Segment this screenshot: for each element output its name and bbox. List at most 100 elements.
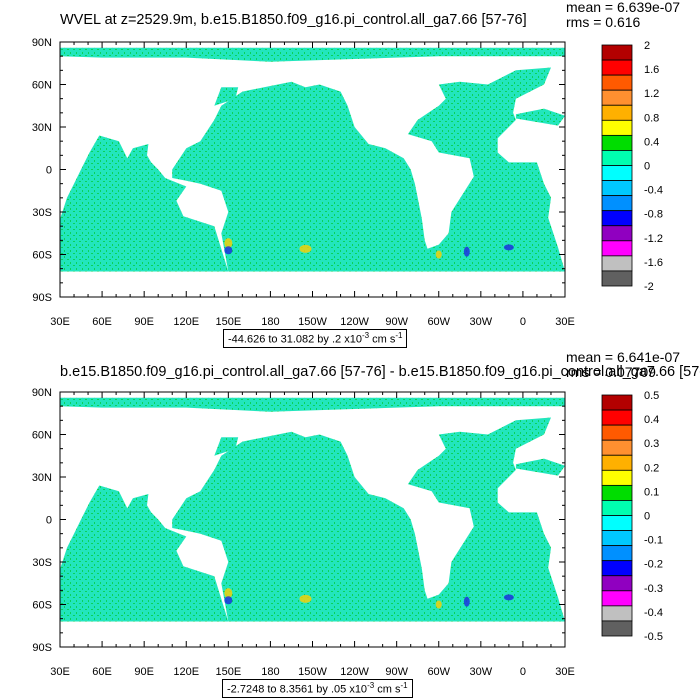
panel1-ytick-label: 30S bbox=[32, 207, 52, 219]
panel1-colorbar-box bbox=[601, 44, 633, 61]
panel2-colorbar-box bbox=[601, 469, 633, 486]
panel1-anomaly-1 bbox=[224, 246, 233, 255]
panel2-ocean-field bbox=[60, 397, 565, 622]
panel2-colorbar-label: -0.2 bbox=[644, 559, 663, 571]
panel1-colorbar-label: -0.8 bbox=[644, 209, 663, 221]
panel1-colorbar-box bbox=[601, 89, 633, 106]
panel2-xtick-label: 90E bbox=[134, 666, 154, 678]
panel1-xtick-label: 120E bbox=[173, 316, 199, 328]
panel2-colorbar-label: 0 bbox=[644, 511, 650, 523]
panel1-ytick-label: 0 bbox=[46, 165, 52, 177]
panel1-range-unit: cm s bbox=[369, 333, 396, 346]
panel1-colorbar-box bbox=[601, 165, 633, 181]
panel2-colorbar-label: -0.1 bbox=[644, 535, 663, 547]
panel2-xtick-label: 150E bbox=[215, 666, 241, 678]
panel1-anomaly-5 bbox=[503, 244, 514, 251]
panel2-colorbar-box bbox=[601, 545, 633, 562]
panel2-okhotsk-sea bbox=[214, 437, 239, 456]
panel1-range-unit-exp: -1 bbox=[395, 331, 403, 340]
panel2-mean: mean = 6.641e-07 bbox=[566, 349, 681, 365]
panel1-anomaly-0 bbox=[224, 238, 233, 249]
panel1-range-text: -44.626 to 31.082 by .2 x10 bbox=[228, 333, 362, 346]
panel2-ytick-label: 60N bbox=[32, 430, 52, 442]
panel1-colorbar-box bbox=[601, 270, 633, 287]
panel1-ytick-label: 90N bbox=[32, 37, 52, 49]
panel2-anomaly-0 bbox=[224, 588, 233, 599]
panel2-xtick-label: 90W bbox=[385, 666, 408, 678]
panel2-anomaly-3 bbox=[463, 596, 470, 607]
panel2-xtick-label: 180 bbox=[261, 666, 279, 678]
panel1-anomaly-4 bbox=[435, 250, 442, 259]
panel2-arctic-ocean bbox=[60, 397, 565, 412]
panel1-mediterranean bbox=[515, 108, 565, 126]
panel1-colorbar-label: 0 bbox=[644, 161, 650, 173]
panel1-anomaly-3 bbox=[463, 246, 470, 257]
panel1-colorbar-box bbox=[601, 59, 633, 76]
panel2-colorbar-box bbox=[601, 605, 633, 622]
panel1-ytick-label: 60N bbox=[32, 80, 52, 92]
panel2-colorbar-label: 0.1 bbox=[644, 486, 659, 498]
panel1-xtick-label: 180 bbox=[261, 316, 279, 328]
panel1-colorbar-label: -1.6 bbox=[644, 257, 663, 269]
panel2-colorbar-box bbox=[601, 560, 633, 577]
panel2-xtick-label: 0 bbox=[520, 666, 526, 678]
panel2-anomaly-1 bbox=[224, 596, 233, 605]
panel2-colorbar-box bbox=[601, 454, 633, 471]
panel1-colorbar-box bbox=[601, 74, 633, 91]
panel1-colorbar-label: -2 bbox=[644, 281, 654, 293]
panel1-xtick-label: 30W bbox=[470, 316, 493, 328]
panel2-xtick-label: 120E bbox=[173, 666, 199, 678]
panel2-range-unit-exp: -1 bbox=[400, 681, 408, 690]
panel2-colorbar-label: 0.5 bbox=[644, 390, 659, 402]
panel2-anomaly-4 bbox=[435, 600, 442, 609]
panel1-colorbar-label: 0.4 bbox=[644, 136, 659, 148]
panel2-pacific-atlantic bbox=[172, 417, 565, 622]
panel2-ytick-label: 0 bbox=[46, 515, 52, 527]
panel2-range-text: -2.7248 to 8.3561 by .05 x10 bbox=[227, 683, 368, 696]
panel1-colorbar-label: 0.8 bbox=[644, 112, 659, 124]
panel1-ytick-label: 60S bbox=[32, 250, 52, 262]
panel2-colorbar-box bbox=[601, 394, 633, 411]
panel2-colorbar-box bbox=[601, 439, 633, 456]
panel2-title: b.e15.B1850.f09_g16.pi_control.all_ga7.6… bbox=[60, 364, 700, 380]
panel2-ytick-label: 90N bbox=[32, 387, 52, 399]
panel1-xtick-label: 60W bbox=[427, 316, 450, 328]
panel2-colorbar-label: 0.3 bbox=[644, 438, 659, 450]
panel2-ytick-label: 90S bbox=[32, 642, 52, 654]
panel1-colorbar-box bbox=[601, 195, 633, 212]
panel2-xtick-label: 60E bbox=[92, 666, 112, 678]
panel2-colorbar-label: 0.2 bbox=[644, 462, 659, 474]
panel2-colorbar-box bbox=[601, 530, 633, 547]
panel1-colorbar-box bbox=[601, 210, 633, 227]
panel1-xtick-label: 120W bbox=[340, 316, 369, 328]
panel2-xtick-label: 60W bbox=[427, 666, 450, 678]
panel1-colorbar-box bbox=[601, 150, 633, 166]
panel2-ytick-label: 30S bbox=[32, 557, 52, 569]
panel1-title: WVEL at z=2529.9m, b.e15.B1850.f09_g16.p… bbox=[60, 12, 527, 28]
panel1-xtick-label: 30E bbox=[50, 316, 70, 328]
panel1-colorbar-label: 1.6 bbox=[644, 64, 659, 76]
panel1-colorbar-box bbox=[601, 104, 633, 121]
panel1-anomaly-2 bbox=[299, 244, 312, 253]
panel1-arctic-ocean bbox=[60, 47, 565, 62]
panel2-xtick-label: 120W bbox=[340, 666, 369, 678]
panel1-colorbar-label: 1.2 bbox=[644, 88, 659, 100]
panel1-rms: rms = 0.616 bbox=[566, 14, 641, 30]
panel2-colorbar-box bbox=[601, 424, 633, 441]
panel2-colorbar-box bbox=[601, 575, 633, 592]
panel2-chart: 90N 60N 30N 0 30S 60S 90S 30E 60E 90E 120E 150E 180 1… bbox=[32, 387, 663, 678]
panel1-xtick-label: 0 bbox=[520, 316, 526, 328]
panel2-colorbar-label: 0.4 bbox=[644, 414, 659, 426]
panel1-indian-ocean bbox=[60, 135, 229, 272]
panel2-colorbar-box bbox=[601, 484, 633, 501]
panel2-range-unit: cm s bbox=[374, 683, 401, 696]
panel1-xtick-label: 150W bbox=[298, 316, 327, 328]
panel2-xtick-label: 30W bbox=[470, 666, 493, 678]
panel1-pacific-atlantic bbox=[172, 67, 565, 272]
panel2-colorbar-label: -0.4 bbox=[644, 607, 663, 619]
panel1-colorbar-label: -1.2 bbox=[644, 233, 663, 245]
panel1-range-info: -44.626 to 31.082 by .2 x10-3 cm s-1 bbox=[223, 329, 408, 348]
panel2-colorbar-label: -0.5 bbox=[644, 631, 663, 643]
panel1-colorbar-box bbox=[601, 180, 633, 197]
panel2-xtick-label: 150W bbox=[298, 666, 327, 678]
